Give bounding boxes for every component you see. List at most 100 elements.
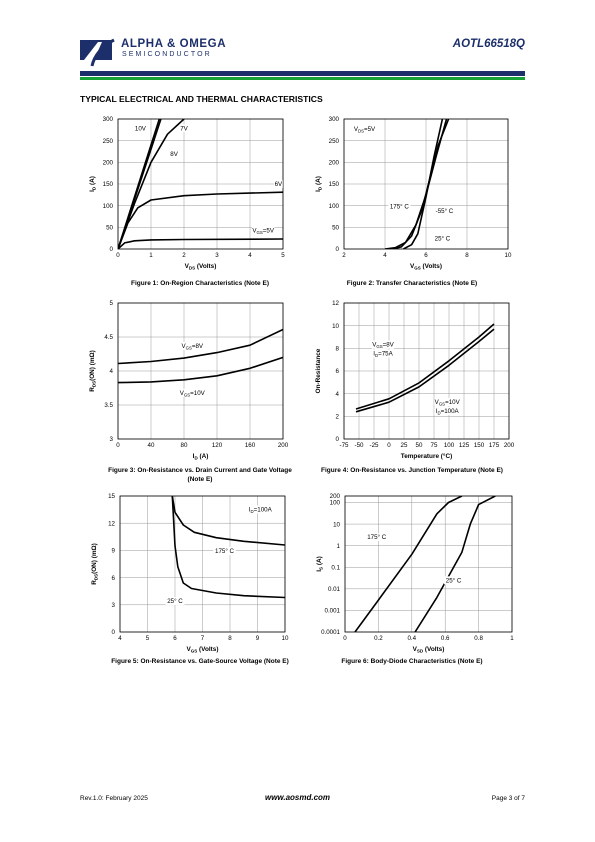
fig1-ytick-0: 0 (110, 246, 114, 253)
fig1-xtick-4: 4 (248, 252, 252, 259)
fig5-ytick-0: 0 (112, 629, 116, 636)
fig6-xtick-3: 0.6 (441, 635, 450, 642)
fig5-label-1: 175° C (215, 548, 235, 555)
fig6-xtick-0: 0 (343, 635, 347, 642)
fig5-xlabel: VGS (Volts) (187, 646, 219, 654)
fig5-ylabel: RDS(ON) (mΩ) (91, 543, 99, 585)
fig1-xtick-0: 0 (116, 252, 120, 259)
fig1-ytick-1: 50 (106, 225, 113, 232)
fig1-label-1: 7V (180, 125, 188, 132)
fig1-label-bg-2 (169, 149, 179, 158)
fig1-label-bg-4 (252, 226, 275, 235)
fig4-xtick-3: 0 (387, 442, 391, 449)
fig5-series-0 (171, 496, 285, 546)
fig6-label-1: 25° C (446, 577, 462, 584)
fig4-series-1 (355, 328, 495, 413)
fig5-ytick-4: 12 (108, 520, 115, 527)
fig5-label-bg-1 (213, 547, 236, 556)
fig4-xtick-10: 175 (489, 442, 500, 449)
fig3-label-1: VGS=10V (180, 390, 206, 398)
fig4-label-3: ID=100A (436, 408, 460, 416)
fig2-ylabel: ID (A) (315, 176, 323, 192)
fig2-ytick-6: 300 (329, 116, 340, 123)
fig4-label-0: VGS=8V (372, 342, 394, 350)
footer-website-link[interactable]: www.aosmd.com (264, 793, 331, 802)
fig3-ytick-3: 4.5 (104, 334, 113, 341)
fig4-label-bg-2 (434, 397, 461, 406)
fig3-xtick-1: 40 (148, 442, 155, 449)
fig1-label-4: VGS=5V (252, 228, 274, 236)
fig1-plot-frame (117, 118, 284, 250)
brand-subtitle: SEMICONDUCTOR (122, 51, 212, 58)
brand-name: ALPHA & OMEGA (121, 38, 227, 50)
fig3-label-0: VGS=8V (181, 343, 203, 351)
fig5-plot-frame (119, 495, 286, 633)
fig5-label-0: ID=100A (249, 506, 273, 514)
fig3-ylabel: RDS(ON) (mΩ) (89, 350, 97, 392)
fig6-ytick-7: 200 (330, 493, 341, 500)
fig5-xtick-5: 9 (256, 635, 260, 642)
fig3-ytick-0: 3 (110, 436, 114, 443)
fig3-xtick-3: 120 (212, 442, 223, 449)
fig3-xtick-0: 0 (116, 442, 120, 449)
fig6-ytick-2: 0.01 (328, 586, 341, 593)
fig5-ytick-5: 15 (108, 493, 115, 500)
fig3-xtick-5: 200 (278, 442, 289, 449)
fig4-ytick-0: 0 (336, 436, 340, 443)
fig6-ytick-4: 1 (337, 543, 341, 550)
fig2-label-3: 25° C (435, 235, 451, 242)
figure-1-caption: Figure 1: On-Region Characteristics (Not… (131, 280, 269, 287)
fig4-xtick-11: 200 (504, 442, 515, 449)
fig4-ytick-6: 12 (332, 300, 339, 307)
fig3-ytick-4: 5 (110, 300, 114, 307)
fig2-xlabel: VGS (Volts) (410, 263, 442, 271)
fig6-label-bg-0 (365, 533, 388, 542)
fig2-label-0: VDS=5V (354, 126, 376, 134)
fig6-xtick-5: 1 (510, 635, 514, 642)
fig6-ytick-1: 0.001 (325, 608, 341, 615)
fig1-ytick-4: 200 (103, 160, 114, 167)
fig5-ytick-2: 6 (112, 575, 116, 582)
fig2-ytick-2: 100 (329, 203, 340, 210)
fig1-label-3: 6V (275, 181, 283, 188)
fig4-ytick-4: 8 (336, 346, 340, 353)
fig2-xtick-1: 4 (383, 252, 387, 259)
fig1-label-bg-0 (134, 124, 147, 133)
fig6-xtick-4: 0.8 (474, 635, 483, 642)
fig5-ytick-1: 3 (112, 602, 116, 609)
fig2-ytick-0: 0 (336, 246, 340, 253)
fig2-label-bg-0 (353, 125, 376, 134)
fig1-label-0: 10V (135, 125, 147, 132)
fig3-xlabel: ID (A) (193, 453, 209, 461)
fig5-xtick-1: 5 (146, 635, 150, 642)
fig2-label-bg-3 (432, 234, 452, 243)
fig2-label-2: -55° C (436, 208, 454, 215)
alpha-omega-logo-icon (80, 38, 115, 67)
fig6-series-0 (354, 496, 463, 632)
fig6-xlabel: VSD (Volts) (413, 646, 445, 654)
part-number: AOTL66518Q (452, 38, 525, 50)
fig3-xtick-4: 160 (245, 442, 256, 449)
fig2-series-1 (403, 119, 444, 249)
fig4-xtick-9: 150 (474, 442, 485, 449)
fig5-xtick-3: 7 (201, 635, 205, 642)
fig1-xtick-3: 3 (215, 252, 219, 259)
fig2-label-bg-2 (433, 207, 456, 216)
figure-3-caption: Figure 3: On-Resistance vs. Drain Curren… (108, 467, 292, 483)
fig6-ytick-6: 100 (330, 500, 341, 507)
fig5-xtick-6: 10 (282, 635, 289, 642)
fig4-label-2: VGS=10V (435, 399, 461, 407)
fig6-ytick-3: 0.1 (331, 564, 340, 571)
fig1-ytick-5: 250 (103, 138, 114, 145)
fig4-series-0 (355, 323, 495, 410)
figure-6-caption: Figure 6: Body-Diode Characteristics (No… (341, 658, 483, 665)
fig1-xtick-2: 2 (182, 252, 186, 259)
fig6-xtick-1: 0.2 (374, 635, 383, 642)
fig2-xtick-3: 8 (465, 252, 469, 259)
fig5-xtick-2: 6 (173, 635, 177, 642)
fig1-label-bg-3 (273, 180, 283, 189)
fig4-xtick-8: 125 (459, 442, 470, 449)
fig1-label-bg-1 (179, 124, 189, 133)
fig4-xtick-4: 25 (401, 442, 408, 449)
figure-5-caption: Figure 5: On-Resistance vs. Gate-Source … (111, 658, 289, 665)
